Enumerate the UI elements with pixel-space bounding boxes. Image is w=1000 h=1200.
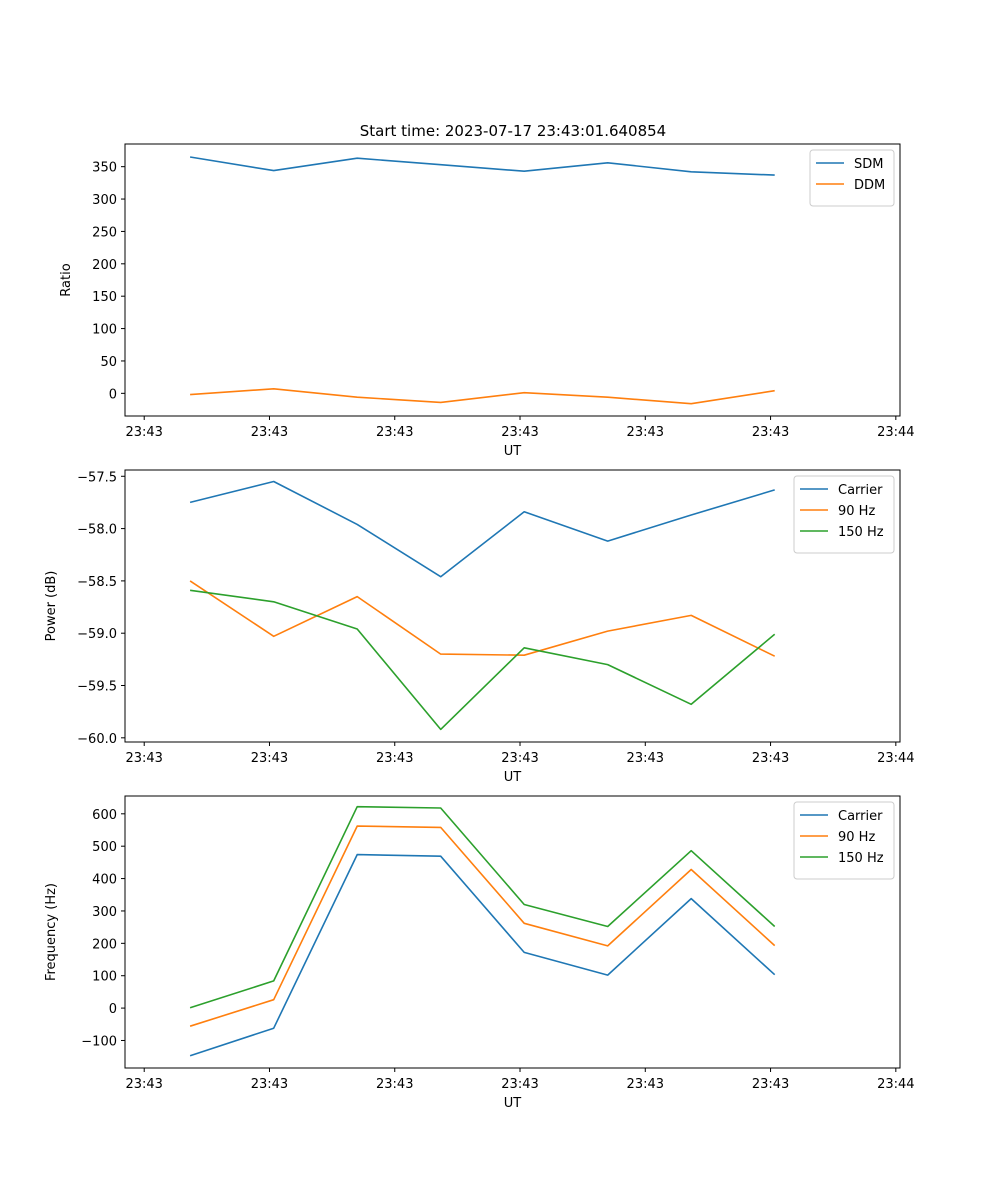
legend-entry: 150 Hz: [838, 851, 884, 866]
x-tick-label: 23:43: [125, 425, 162, 440]
x-tick-label: 23:43: [251, 1077, 288, 1092]
y-tick-label: 400: [92, 873, 117, 888]
x-tick-label: 23:43: [376, 1077, 413, 1092]
y-tick-label: 300: [92, 193, 117, 208]
y-tick-label: 100: [92, 323, 117, 338]
y-tick-label: 0: [109, 1002, 117, 1017]
legend-entry: 150 Hz: [838, 525, 884, 540]
y-tick-label: 600: [92, 808, 117, 823]
x-axis-label: UT: [504, 1096, 522, 1111]
y-tick-label: 150: [92, 290, 117, 305]
x-axis-label: UT: [504, 770, 522, 785]
legend-entry: 90 Hz: [838, 504, 875, 519]
y-tick-label: 500: [92, 840, 117, 855]
legend-entry: 90 Hz: [838, 830, 875, 845]
axes-frame: [124, 143, 901, 417]
y-axis-label: Ratio: [59, 263, 74, 296]
x-tick-label: 23:43: [501, 751, 538, 766]
x-tick-label: 23:43: [501, 425, 538, 440]
y-tick-label: 200: [92, 258, 117, 273]
x-tick-label: 23:43: [501, 1077, 538, 1092]
y-tick-label: 300: [92, 905, 117, 920]
series-line-ddm: [190, 387, 775, 405]
legend-entry: DDM: [854, 178, 885, 193]
x-tick-label: 23:43: [627, 425, 664, 440]
y-tick-label: 250: [92, 225, 117, 240]
y-tick-label: 50: [100, 355, 117, 370]
series-line-carrier: [189, 853, 776, 1057]
figure-title: Start time: 2023-07-17 23:43:01.640854: [360, 122, 666, 140]
legend-entry: Carrier: [838, 483, 883, 498]
chart-panel-3: 23:43 23:43 23:43 23:43 23:43 23:43 23:44 −100 0…: [44, 795, 915, 1111]
y-tick-label: 0: [109, 387, 117, 402]
y-axis-label: Frequency (Hz): [44, 883, 59, 981]
x-tick-label: 23:43: [752, 751, 789, 766]
legend: SDM DDM: [809, 149, 895, 207]
x-tick-label: 23:43: [125, 1077, 162, 1092]
x-tick-label: 23:43: [627, 1077, 664, 1092]
chart-panel-2: 23:43 23:43 23:43 23:43 23:43 23:43 23:44 −60.0…: [44, 469, 915, 785]
x-tick-label: 23:43: [125, 751, 162, 766]
y-tick-label: −100: [81, 1034, 117, 1049]
y-tick-label: −60.0: [77, 732, 117, 747]
y-tick-label: 100: [92, 970, 117, 985]
axes-frame: [124, 469, 901, 743]
x-tick-label: 23:43: [251, 425, 288, 440]
series-line-carrier: [189, 480, 775, 578]
y-tick-label: 350: [92, 161, 117, 176]
legend-box: [809, 149, 895, 207]
x-tick-label: 23:43: [251, 751, 288, 766]
legend-box: [793, 475, 895, 554]
legend-entry: Carrier: [838, 809, 883, 824]
x-tick-label: 23:44: [877, 751, 914, 766]
x-tick-label: 23:43: [376, 751, 413, 766]
series-line-90-hz: [189, 580, 776, 657]
legend: Carrier 90 Hz 150 Hz: [793, 801, 895, 880]
y-tick-label: −58.0: [77, 523, 117, 538]
x-tick-label: 23:43: [752, 1077, 789, 1092]
y-tick-label: −57.5: [77, 470, 117, 485]
y-tick-label: −58.5: [77, 575, 117, 590]
x-tick-label: 23:43: [627, 751, 664, 766]
x-tick-label: 23:43: [752, 425, 789, 440]
y-axis-label: Power (dB): [44, 571, 59, 642]
x-tick-label: 23:43: [376, 425, 413, 440]
series-line-sdm: [189, 156, 775, 176]
x-axis-label: UT: [504, 444, 522, 459]
series-line-90-hz: [189, 825, 776, 1027]
chart-panel-1: 23:43 23:43 23:43 23:43 23:43 23:43 23:44 0 50 10…: [59, 143, 915, 459]
y-tick-label: −59.5: [77, 680, 117, 695]
legend-box: [793, 801, 895, 880]
x-tick-label: 23:44: [877, 425, 914, 440]
axes-frame: [124, 795, 901, 1069]
x-tick-label: 23:44: [877, 1077, 914, 1092]
series-line-150-hz: [189, 805, 776, 1009]
legend: Carrier 90 Hz 150 Hz: [793, 475, 895, 554]
series-line-150-hz: [189, 589, 776, 731]
chart-panels: 23:43 23:43 23:43 23:43 23:43 23:43 23:44 0 50 10…: [44, 143, 915, 1111]
y-tick-label: −59.0: [77, 627, 117, 642]
y-tick-label: 200: [92, 937, 117, 952]
legend-entry: SDM: [854, 157, 883, 172]
